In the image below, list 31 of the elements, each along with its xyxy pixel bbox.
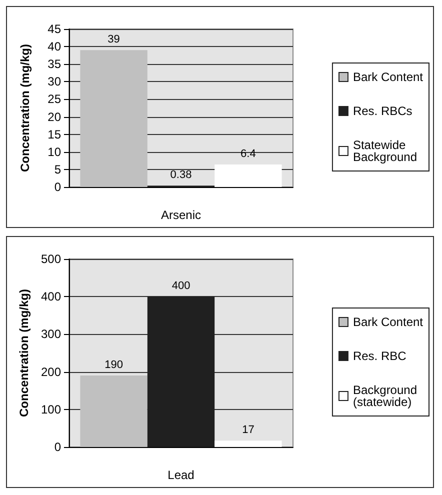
- y-tick-label: 0: [54, 180, 62, 194]
- data-label: 190: [104, 359, 123, 372]
- y-tick-label: 500: [40, 252, 62, 266]
- legend-label: Res. RBC: [352, 349, 407, 363]
- legend-label: Bark Content: [352, 315, 424, 329]
- data-label: 39: [108, 34, 120, 46]
- y-axis-title: Concentration (mg/kg): [18, 44, 32, 172]
- y-tick-label: 400: [40, 290, 62, 304]
- y-tick-label: 10: [48, 144, 62, 159]
- y-tick-label: 45: [48, 22, 62, 36]
- y-tick-label: 25: [48, 92, 62, 106]
- y-tick-label: 20: [48, 110, 62, 124]
- y-tick-label: 35: [48, 57, 62, 72]
- legend-label: Res. RBCs: [352, 104, 412, 118]
- y-tick-label: 40: [48, 40, 62, 54]
- y-tick-label: 300: [40, 327, 62, 342]
- x-axis-title: Lead: [168, 468, 194, 482]
- legend-label: Bark Content: [352, 70, 424, 84]
- y-tick-label: 100: [40, 402, 62, 416]
- data-label: 0.38: [170, 169, 192, 182]
- y-tick-label: 0: [54, 440, 62, 454]
- y-tick-label: 30: [48, 74, 62, 89]
- y-tick-label: 200: [40, 364, 62, 379]
- x-axis-title: Arsenic: [160, 208, 202, 222]
- data-label: 17: [242, 424, 254, 436]
- data-label: 400: [172, 280, 190, 292]
- y-tick-label: 15: [48, 127, 62, 142]
- legend-label: Background (statewide): [352, 383, 420, 409]
- y-tick-label: 5: [54, 162, 62, 176]
- y-axis-title: Concentration (mg/kg): [17, 289, 32, 417]
- legend-label: Statewide Background: [352, 138, 418, 164]
